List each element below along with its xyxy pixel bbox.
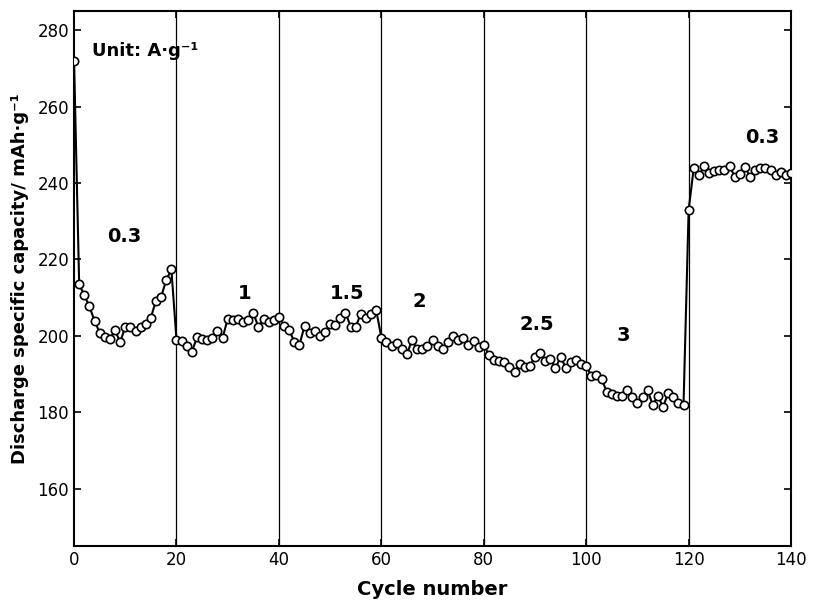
Text: 0.3: 0.3 <box>107 227 142 246</box>
Text: 2: 2 <box>412 292 425 311</box>
Text: 2.5: 2.5 <box>519 315 555 334</box>
Text: 1.5: 1.5 <box>330 284 365 303</box>
Text: 1: 1 <box>238 284 252 303</box>
Text: 3: 3 <box>617 326 631 345</box>
Text: Unit: A·g⁻¹: Unit: A·g⁻¹ <box>92 41 198 60</box>
X-axis label: Cycle number: Cycle number <box>357 580 508 599</box>
Text: 0.3: 0.3 <box>745 127 780 146</box>
Y-axis label: Discharge specific capacity/ mAh·g⁻¹: Discharge specific capacity/ mAh·g⁻¹ <box>11 93 29 464</box>
